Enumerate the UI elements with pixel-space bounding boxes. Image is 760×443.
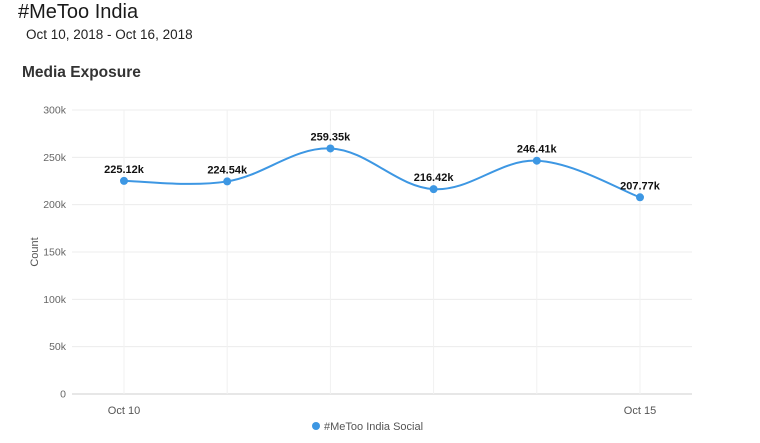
page-title: #MeToo India xyxy=(18,1,139,23)
date-range: Oct 10, 2018 - Oct 16, 2018 xyxy=(26,27,193,42)
legend-marker xyxy=(312,422,320,430)
data-point xyxy=(429,185,438,194)
y-axis-label: Count xyxy=(29,237,41,266)
data-label: 207.77k xyxy=(620,180,661,192)
data-label: 216.42k xyxy=(414,172,455,184)
data-label: 224.54k xyxy=(207,164,248,176)
legend-label: #MeToo India Social xyxy=(324,421,423,433)
data-label: 225.12k xyxy=(104,164,145,176)
y-tick-label: 300k xyxy=(43,105,67,117)
series-line xyxy=(123,147,641,199)
x-tick-label: Oct 15 xyxy=(624,405,656,417)
y-tick-label: 250k xyxy=(43,152,67,164)
data-label: 246.41k xyxy=(517,144,558,156)
y-tick-label: 0 xyxy=(60,389,66,401)
y-tick-label: 50k xyxy=(49,341,67,353)
data-point xyxy=(636,193,644,202)
data-point xyxy=(223,177,232,186)
data-point xyxy=(532,156,541,165)
y-tick-label: 100k xyxy=(43,294,67,306)
y-tick-label: 200k xyxy=(43,199,67,211)
chart-title: Media Exposure xyxy=(22,64,141,81)
x-tick-label: Oct 10 xyxy=(108,405,140,417)
y-tick-label: 150k xyxy=(43,247,67,259)
data-point xyxy=(326,144,335,153)
data-point xyxy=(120,176,128,185)
data-label: 259.35k xyxy=(311,131,352,143)
